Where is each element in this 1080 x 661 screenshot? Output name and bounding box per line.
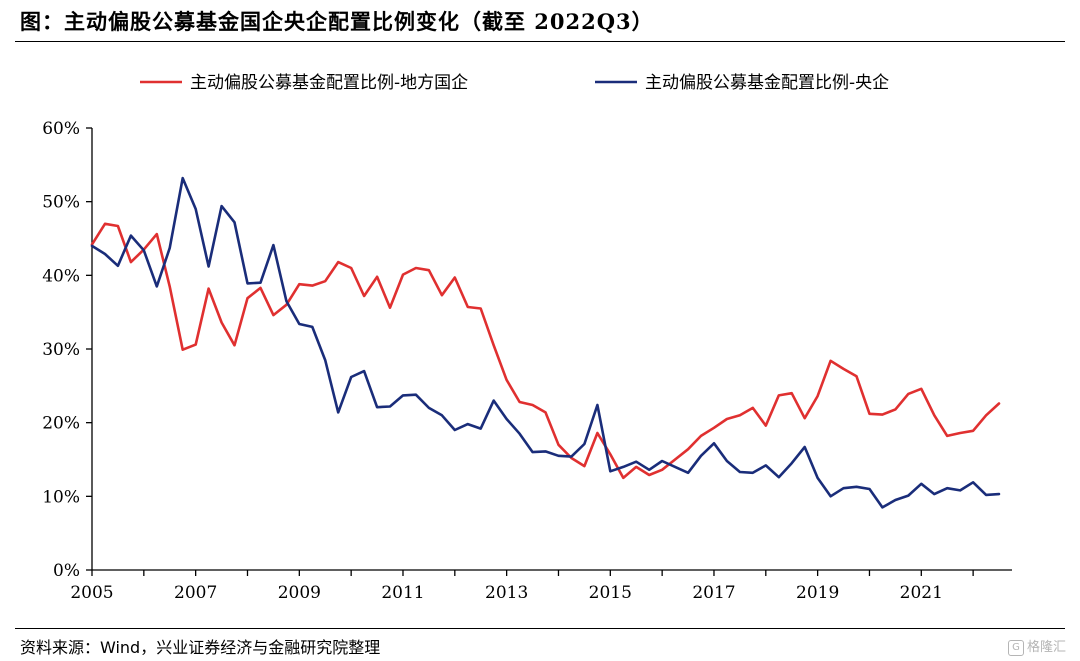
source-note: 资料来源：Wind，兴业证券经济与金融研究院整理	[20, 638, 381, 657]
x-tick-label: 2011	[381, 583, 424, 603]
series-line-central-soe	[90, 176, 1001, 509]
watermark-label: 格隆汇	[1026, 640, 1066, 655]
y-tick-label: 10%	[42, 487, 80, 507]
x-tick-label: 2019	[796, 583, 839, 603]
y-tick-label: 20%	[42, 414, 80, 434]
x-tick-label: 2021	[900, 583, 943, 603]
legend-label: 主动偏股公募基金配置比例-央企	[645, 73, 889, 93]
legend: 主动偏股公募基金配置比例-地方国企 主动偏股公募基金配置比例-央企	[140, 73, 889, 93]
x-tick-label: 2007	[174, 583, 217, 603]
y-tick-label: 0%	[53, 561, 80, 581]
x-tick-label: 2015	[589, 583, 632, 603]
chart-title: 图：主动偏股公募基金国企央企配置比例变化（截至 2022Q3）	[20, 9, 654, 34]
y-tick-label: 40%	[42, 266, 80, 286]
y-tick-label: 30%	[42, 340, 80, 360]
legend-label: 主动偏股公募基金配置比例-地方国企	[190, 73, 468, 93]
x-tick-label: 2005	[70, 583, 113, 603]
x-tick-label: 2017	[692, 583, 735, 603]
series-layer	[90, 176, 1001, 509]
y-tick-label: 60%	[42, 119, 80, 139]
y-tick-label: 50%	[42, 193, 80, 213]
bottom-rule	[15, 628, 1065, 629]
x-tick-label: 2013	[485, 583, 528, 603]
watermark: G 格隆汇	[1007, 636, 1066, 656]
top-rule	[15, 41, 1065, 42]
series-line-local-soe	[90, 222, 1001, 480]
g-logo-icon: G	[1007, 639, 1024, 656]
x-tick-label: 2009	[278, 583, 321, 603]
axes: 0% 10% 20% 30% 40% 50% 60% 2005 2007 2009 2011 2013…	[42, 119, 1012, 603]
